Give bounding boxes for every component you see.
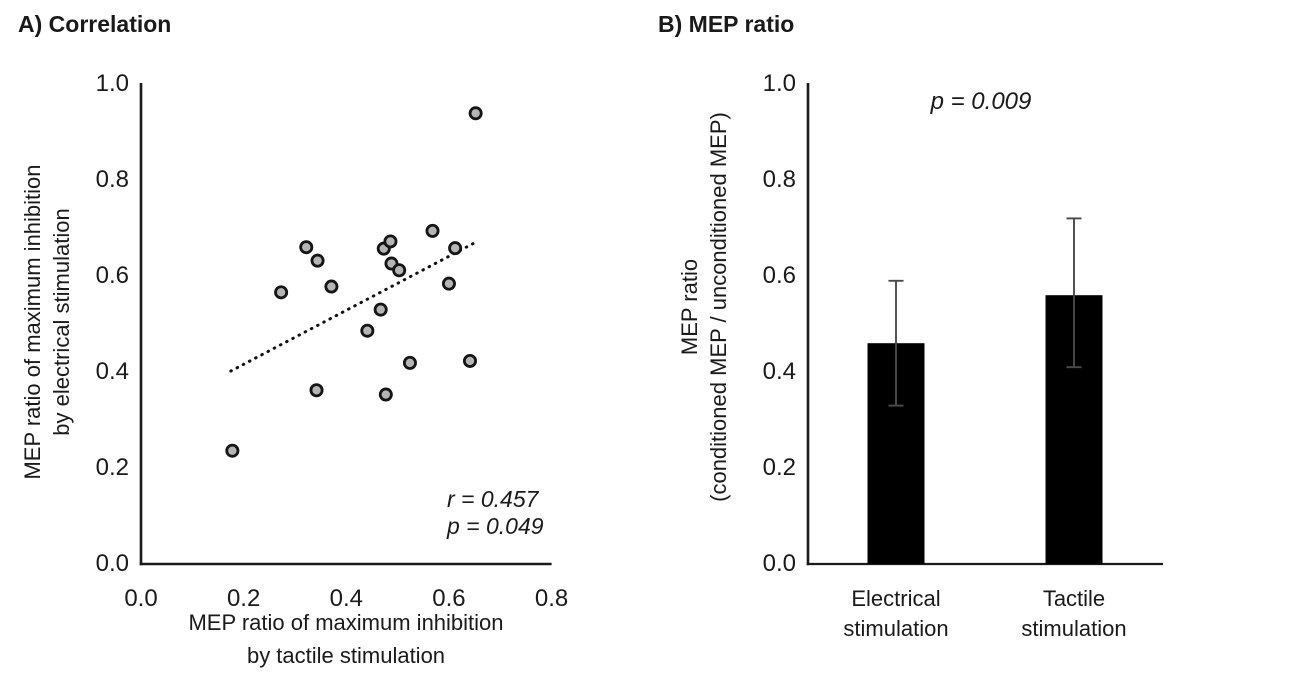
panel-a-x-tick-label: 0.4 <box>329 585 363 612</box>
scatter-point <box>310 253 325 268</box>
scatter-point <box>402 355 417 370</box>
bar-p-value-annotation: p = 0.009 <box>930 88 1032 115</box>
scatter-point <box>360 323 375 338</box>
panel-a-x-axis-label-line1: MEP ratio of maximum inhibition <box>188 610 504 635</box>
scatter-point <box>373 302 388 317</box>
bar-category-label-line: stimulation <box>843 616 949 641</box>
panel-a-x-axis-label-line2: by tactile stimulation <box>246 643 446 668</box>
panel-a-x-axis-label: MEP ratio of maximum inhibition by tacti… <box>96 606 596 672</box>
bar-category-label-line: Tactile <box>1042 586 1106 611</box>
scatter-point <box>392 263 407 278</box>
scatter-point <box>378 387 393 402</box>
panel-b-y-tick-label: 0.6 <box>762 262 796 289</box>
bar-category-label-1: Tactile stimulation <box>974 584 1174 644</box>
correlation-r-value: r = 0.457 <box>447 486 539 512</box>
panel-b-y-axis-label: MEP ratio (conditioned MEP / uncondition… <box>675 27 733 587</box>
scatter-point <box>225 443 240 458</box>
panel-a-y-axis-label: MEP ratio of maximum inhibition by elect… <box>18 72 76 572</box>
bar-category-label-0: Electrical stimulation <box>796 584 996 644</box>
scatter-plot-svg <box>139 83 552 566</box>
panel-b-y-tick-label: 0.8 <box>762 166 796 193</box>
panel-b-y-tick-label: 0.4 <box>762 358 796 385</box>
panel-a-y-tick-label: 0.0 <box>95 550 129 577</box>
scatter-point <box>299 240 314 255</box>
scatter-point <box>309 383 324 398</box>
panel-a-y-axis-label-line2: by electrical stimulation <box>49 208 74 436</box>
panel-a-y-axis-label-line1: MEP ratio of maximum inhibition <box>20 164 45 480</box>
panel-a-x-tick-label: 0.6 <box>432 585 466 612</box>
scatter-point <box>425 223 440 238</box>
scatter-point <box>462 353 477 368</box>
bar-chart-svg <box>806 83 1163 566</box>
correlation-p-value: p = 0.049 <box>447 513 544 539</box>
panel-a-x-tick-label: 0.0 <box>124 585 158 612</box>
panel-b-title: B) MEP ratio <box>658 11 795 37</box>
panel-b-y-axis-label-line2: (conditioned MEP / unconditioned MEP) <box>706 112 731 502</box>
scatter-point <box>324 279 339 294</box>
panel-a-y-tick-label: 1.0 <box>95 70 129 97</box>
scatter-point <box>448 241 463 256</box>
panel-a-y-tick-label: 0.8 <box>95 166 129 193</box>
panel-b-y-tick-label: 1.0 <box>762 70 796 97</box>
panel-a-y-tick-label: 0.6 <box>95 262 129 289</box>
panel-a-x-tick-label: 0.2 <box>226 585 261 612</box>
scatter-point <box>274 285 289 300</box>
bar-category-label-line: Electrical <box>851 586 941 611</box>
panel-b-y-axis-label-line1: MEP ratio <box>677 258 702 356</box>
scatter-point <box>383 234 398 249</box>
bar-category-label-line: stimulation <box>1021 616 1127 641</box>
panel-a-y-tick-label: 0.2 <box>95 454 129 481</box>
correlation-stats: r = 0.457 p = 0.049 <box>447 486 544 540</box>
trend-line <box>229 241 476 373</box>
panel-a-title: A) Correlation <box>18 11 172 37</box>
panel-b-y-tick-label: 0.2 <box>762 454 796 481</box>
scatter-point <box>468 106 483 121</box>
panel-a-x-tick-label: 0.8 <box>534 585 569 612</box>
panel-b-y-tick-label: 0.0 <box>762 550 796 577</box>
scatter-point <box>441 276 456 291</box>
panel-a-y-tick-label: 0.4 <box>95 358 129 385</box>
